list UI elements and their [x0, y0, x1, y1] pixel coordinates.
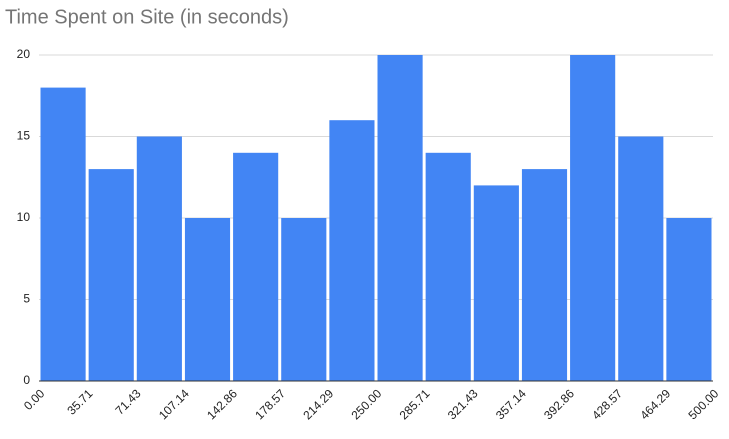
x-tick-label: 428.57 [589, 386, 625, 422]
bar [281, 218, 327, 381]
x-tick-label: 321.43 [445, 386, 481, 422]
x-tick-label: 464.29 [637, 386, 673, 422]
y-tick-label: 15 [17, 129, 31, 143]
bar [570, 55, 616, 381]
y-tick-label: 10 [17, 210, 31, 224]
bar [233, 152, 279, 381]
bar [88, 169, 134, 381]
x-tick-label: 107.14 [156, 386, 192, 422]
y-tick-label: 0 [23, 373, 30, 387]
bar [184, 218, 231, 381]
bar [521, 169, 568, 381]
x-tick-label: 142.86 [204, 386, 240, 422]
chart-title: Time Spent on Site (in seconds) [5, 6, 289, 28]
x-tick-label: 500.00 [686, 386, 722, 422]
x-tick-label: 214.29 [300, 386, 336, 422]
y-tick-label: 5 [23, 292, 30, 306]
x-tick-label: 250.00 [349, 386, 385, 422]
x-tick-label: 35.71 [64, 386, 95, 417]
bar [136, 136, 182, 381]
bar [425, 152, 471, 381]
x-tick-label: 71.43 [113, 386, 144, 417]
bar [40, 87, 86, 381]
x-tick-label: 357.14 [493, 386, 529, 422]
x-tick-label: 0.00 [21, 386, 48, 413]
bar [377, 55, 423, 381]
bar [473, 185, 519, 381]
bar [618, 136, 664, 381]
x-tick-label: 285.71 [397, 386, 433, 422]
x-tick-label: 392.86 [541, 386, 577, 422]
y-tick-label: 20 [17, 47, 31, 61]
bar [329, 120, 375, 381]
bar [666, 218, 712, 381]
x-tick-label: 178.57 [252, 386, 288, 422]
